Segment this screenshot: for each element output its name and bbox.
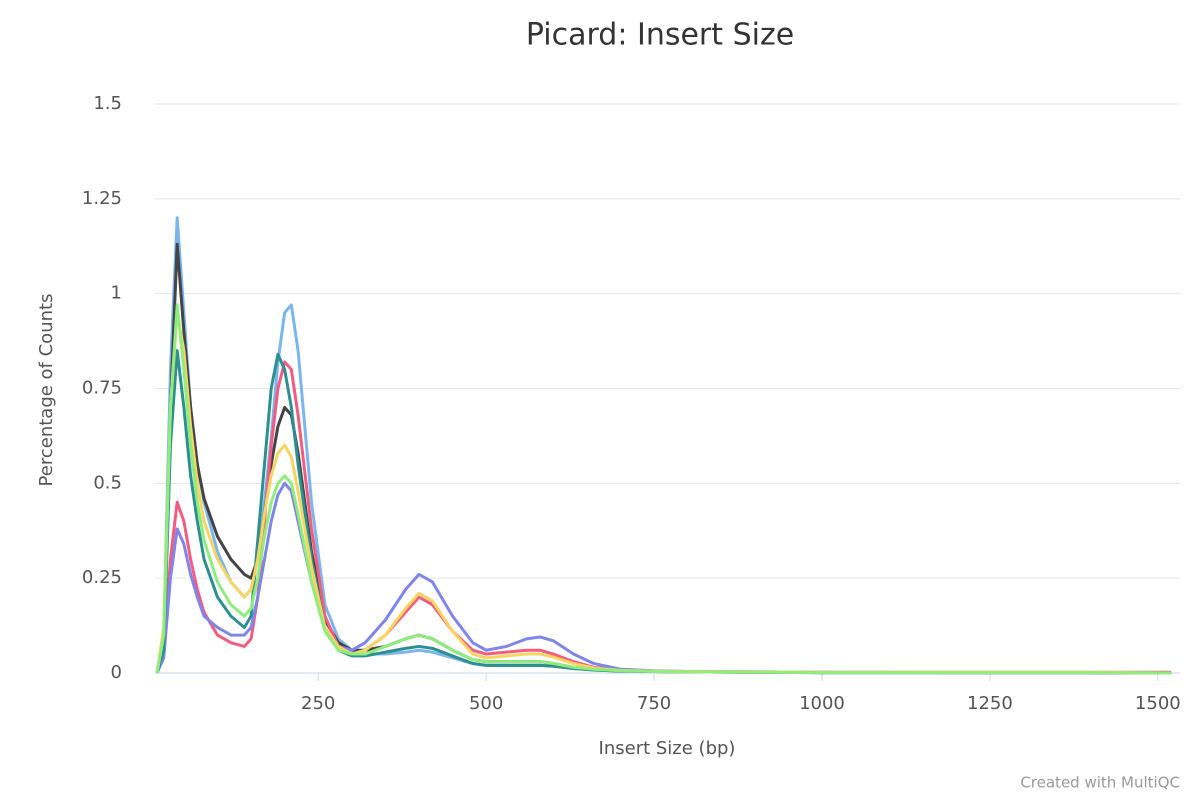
series-line: [155, 481, 1172, 675]
y-tick-label: 0.5: [93, 472, 122, 493]
chart-title: Picard: Insert Size: [526, 18, 794, 53]
x-tick-label: 1000: [799, 693, 845, 714]
y-tick-label: 0.75: [82, 378, 122, 399]
series-line: [155, 242, 1172, 675]
series-line: [155, 360, 1172, 674]
credit: Created with MultiQC: [1020, 774, 1180, 792]
y-tick-label: 1.25: [82, 188, 122, 209]
x-tick-label: 1250: [967, 693, 1013, 714]
x-axis-label: Insert Size (bp): [599, 738, 736, 759]
series-line: [155, 216, 1172, 675]
x-tick-label: 1500: [1135, 693, 1181, 714]
y-tick-label: 1: [111, 283, 122, 304]
series-line: [155, 303, 1172, 675]
x-tick-label: 250: [301, 693, 335, 714]
x-tick-label: 500: [469, 693, 503, 714]
y-tick-label: 0: [111, 662, 122, 683]
y-tick-label: 0.25: [82, 567, 122, 588]
y-axis-label: Percentage of Counts: [36, 294, 57, 487]
x-tick-label: 750: [637, 693, 671, 714]
y-tick-label: 1.5: [93, 93, 122, 114]
